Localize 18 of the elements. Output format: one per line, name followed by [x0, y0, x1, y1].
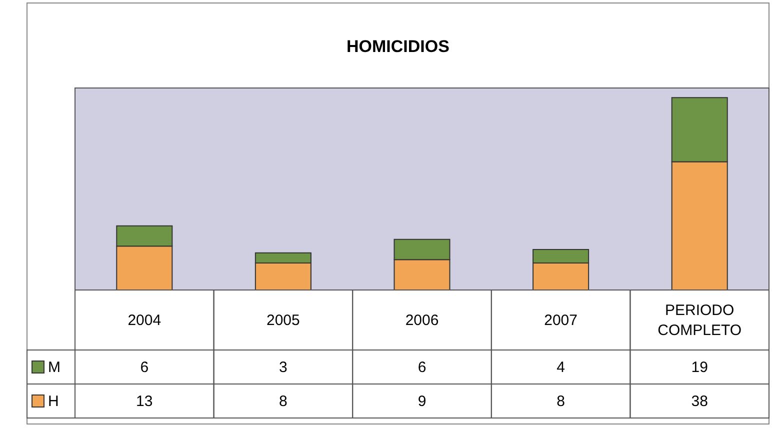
data-label: 9: [418, 393, 426, 410]
data-label: 38: [691, 393, 708, 410]
data-label: 6: [418, 359, 426, 376]
x-tick-label: 2004: [128, 312, 162, 329]
data-label: 19: [691, 359, 708, 376]
x-tick-label: PERIODO COMPLETO: [658, 302, 742, 339]
data-label: 8: [279, 393, 288, 410]
data-label: 3: [279, 359, 288, 376]
legend-label: H: [48, 393, 59, 410]
data-label: 13: [136, 393, 153, 410]
data-label: 6: [140, 359, 149, 376]
data-label: 8: [556, 393, 565, 410]
data-label: 4: [556, 359, 565, 376]
legend-label: M: [48, 359, 60, 376]
chart-title: HOMICIDIOS: [346, 37, 450, 56]
x-tick-label: 2007: [544, 312, 578, 329]
x-tick-label: 2006: [405, 312, 439, 329]
x-tick-label: 2005: [266, 312, 300, 329]
